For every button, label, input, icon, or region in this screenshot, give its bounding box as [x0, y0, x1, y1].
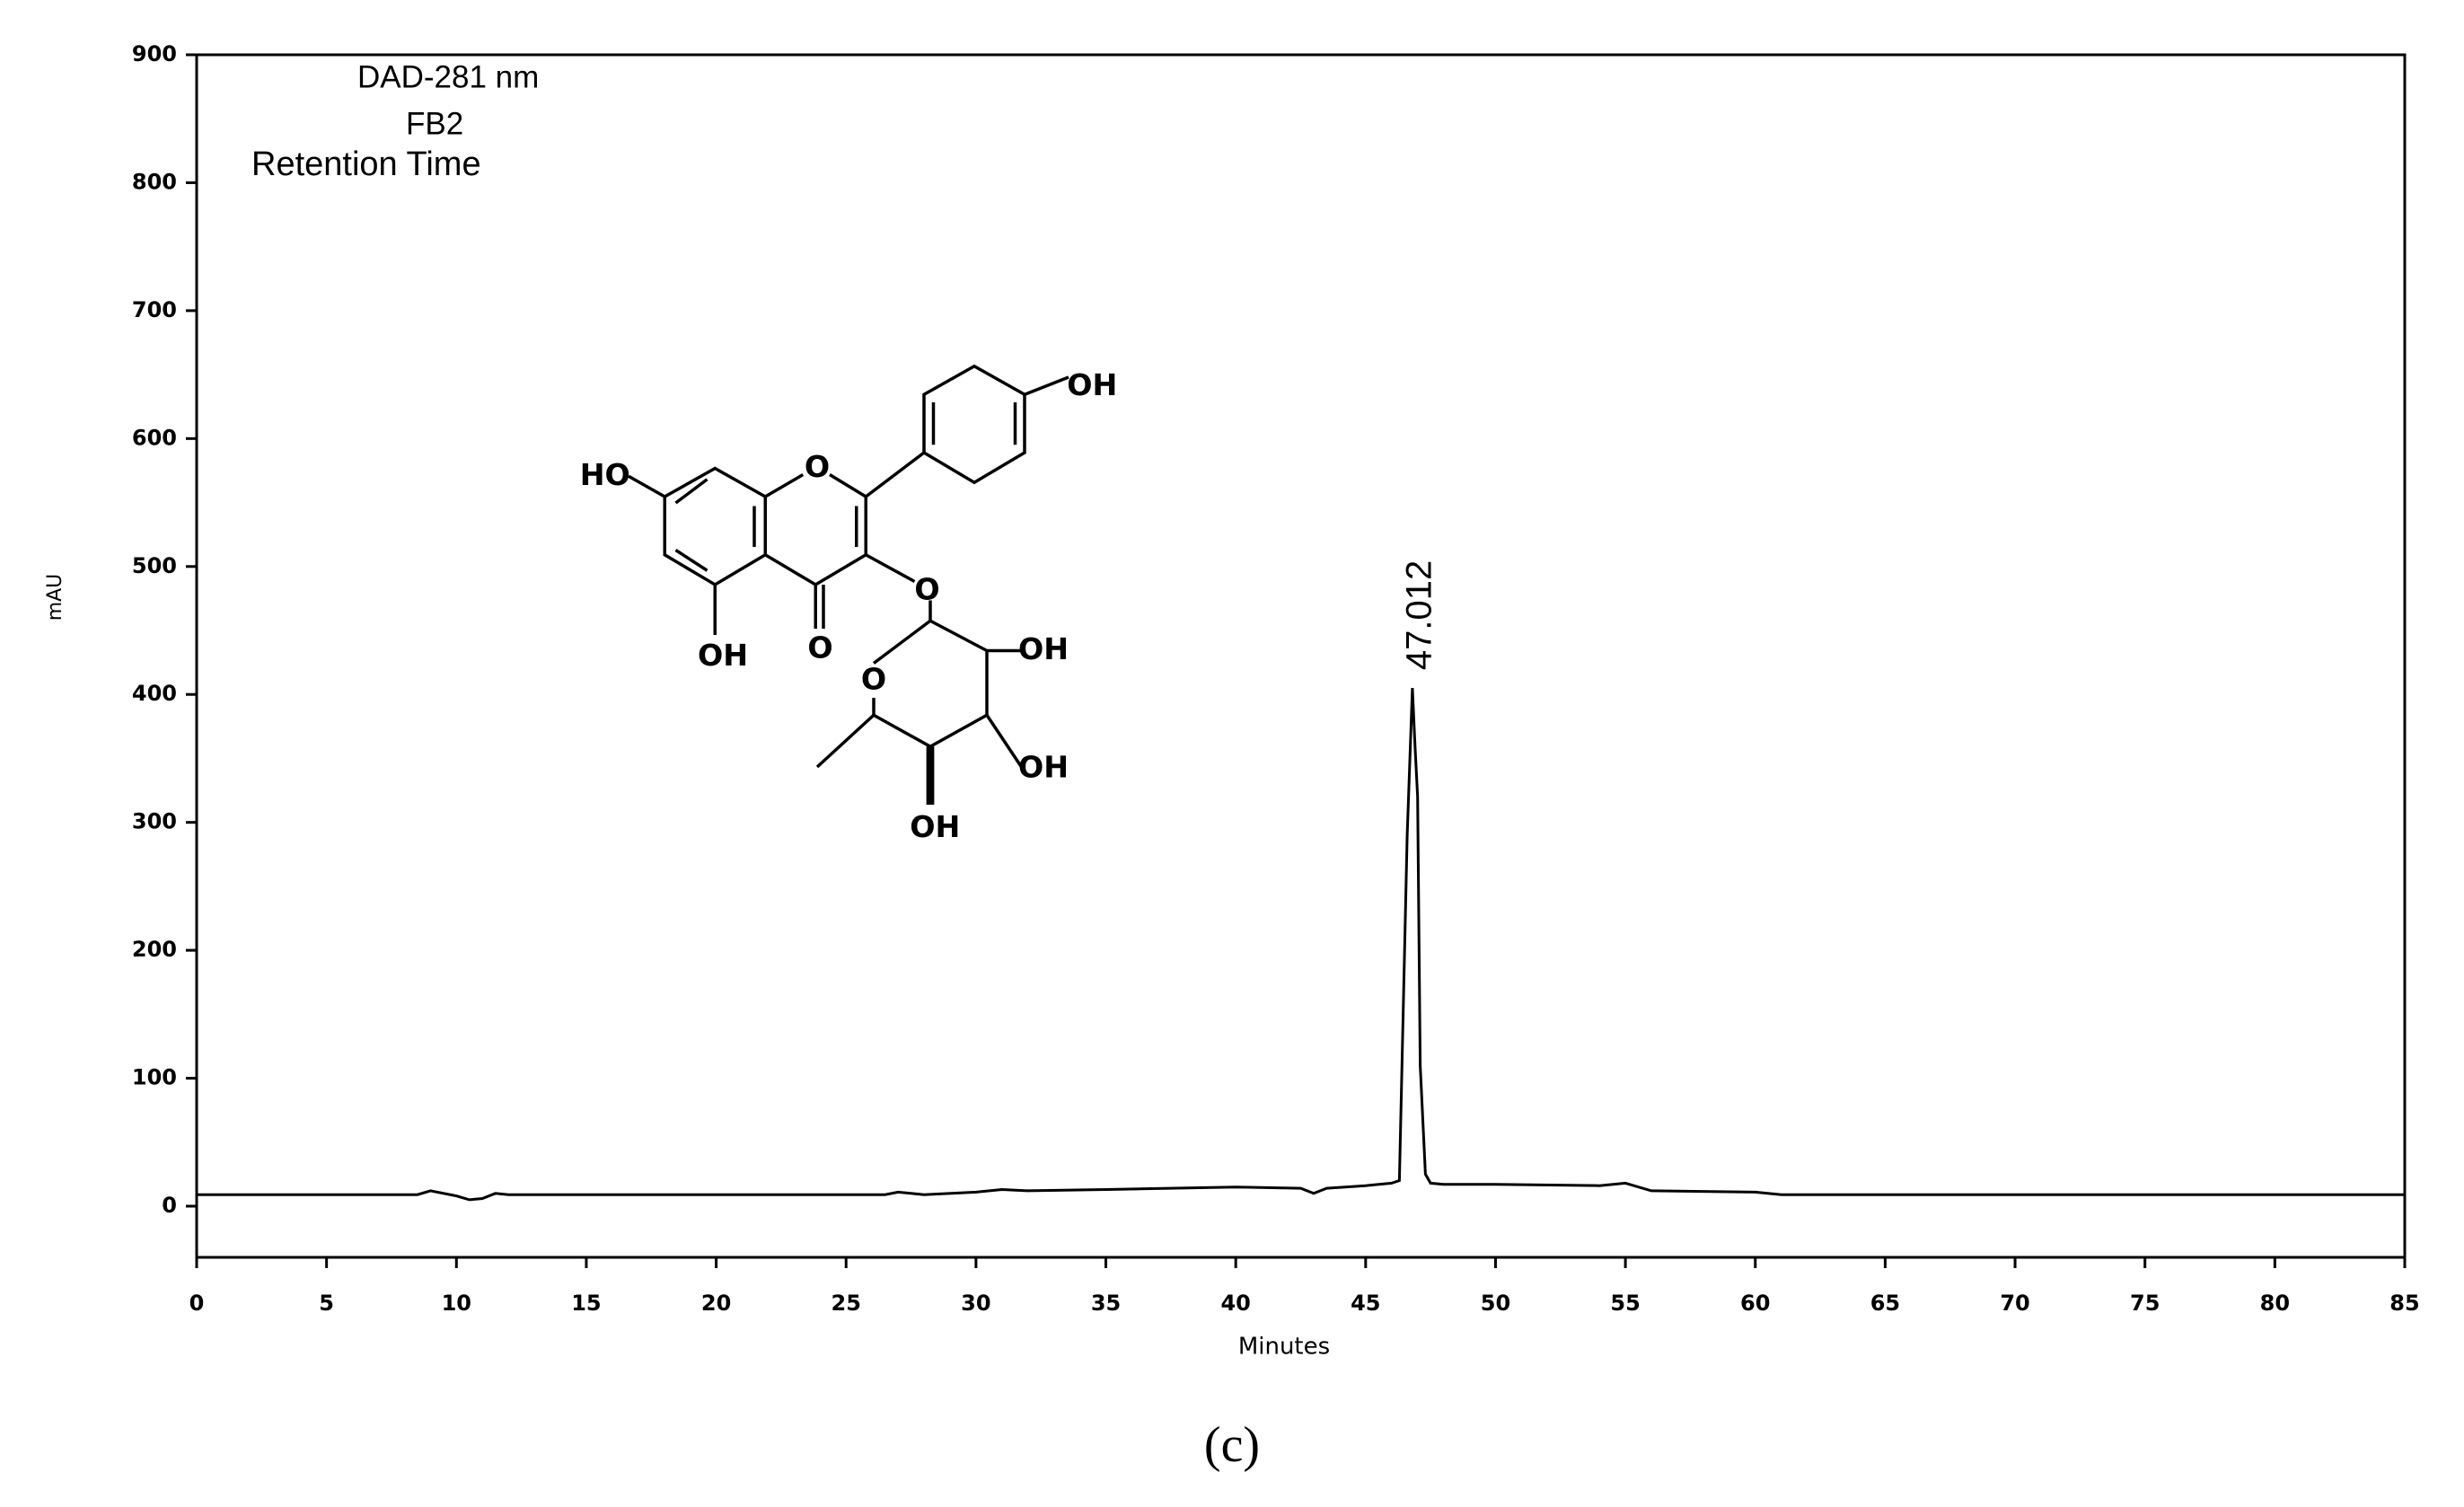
molecule-structure: HO O O OH OH O O OH OH OH — [580, 364, 1117, 844]
legend-title: FB2 — [406, 106, 463, 141]
y-tick-label: 200 — [132, 937, 177, 962]
legend-label: DAD-281 nm — [357, 59, 539, 94]
atom-label: OH — [1018, 631, 1069, 666]
atom-label: OH — [910, 809, 960, 844]
bond — [1024, 375, 1069, 396]
peak-label: 47.012 — [1400, 560, 1439, 670]
x-tick-label: 20 — [701, 1291, 731, 1316]
bond — [865, 451, 926, 498]
x-tick-label: 15 — [571, 1291, 601, 1316]
plot-frame — [195, 53, 2407, 1259]
series-line — [197, 688, 2405, 1202]
atom-label: O — [914, 572, 939, 607]
y-tick-label: 400 — [132, 681, 177, 706]
x-tick-label: 50 — [1481, 1291, 1510, 1316]
bond — [628, 474, 666, 498]
y-tick-label: 500 — [132, 553, 177, 578]
y-tick-label: 300 — [132, 809, 177, 834]
atom-label: HO — [580, 457, 630, 492]
x-tick-label: 70 — [2000, 1291, 2029, 1316]
x-tick-label: 55 — [1610, 1291, 1640, 1316]
ring — [663, 466, 767, 587]
y-tick-label: 0 — [162, 1193, 177, 1218]
y-tick-label: 600 — [132, 425, 177, 450]
y-tick-label: 100 — [132, 1065, 177, 1090]
bond — [674, 478, 708, 505]
atom-label: O — [861, 661, 886, 696]
legend-subtitle: Retention Time — [251, 145, 481, 183]
atom-label: OH — [698, 638, 748, 673]
x-tick-label: 45 — [1351, 1291, 1380, 1316]
y-tick-label: 700 — [132, 297, 177, 322]
atom-label: OH — [1018, 749, 1069, 784]
x-tick-label: 75 — [2130, 1291, 2160, 1316]
x-tick-label: 80 — [2260, 1291, 2290, 1316]
bond — [764, 473, 867, 587]
x-tick-label: 30 — [961, 1291, 990, 1316]
ring — [922, 364, 1026, 485]
x-axis-label: Minutes — [1238, 1334, 1330, 1361]
x-tick-label: 35 — [1091, 1291, 1121, 1316]
bond — [865, 553, 916, 584]
bond — [985, 714, 1023, 768]
y-tick-label: 800 — [132, 169, 177, 194]
atom-label: O — [805, 449, 830, 484]
y-tick-label: 900 — [132, 41, 177, 66]
atom-label: OH — [1067, 367, 1117, 402]
x-tick-label: 0 — [189, 1291, 205, 1316]
caption: (c) — [1204, 1417, 1260, 1473]
atom-label: O — [807, 630, 832, 665]
x-tick-label: 5 — [319, 1291, 334, 1316]
x-tick-label: 65 — [1870, 1291, 1900, 1316]
x-tick-label: 10 — [442, 1291, 471, 1316]
bond — [815, 713, 876, 769]
x-tick-label: 40 — [1220, 1291, 1250, 1316]
x-tick-label: 60 — [1740, 1291, 1770, 1316]
x-tick-label: 85 — [2389, 1291, 2419, 1316]
y-axis-label: mAU — [44, 574, 66, 621]
bond — [764, 472, 805, 498]
x-tick-label: 25 — [832, 1291, 861, 1316]
bond — [674, 549, 708, 572]
bond — [872, 619, 932, 665]
